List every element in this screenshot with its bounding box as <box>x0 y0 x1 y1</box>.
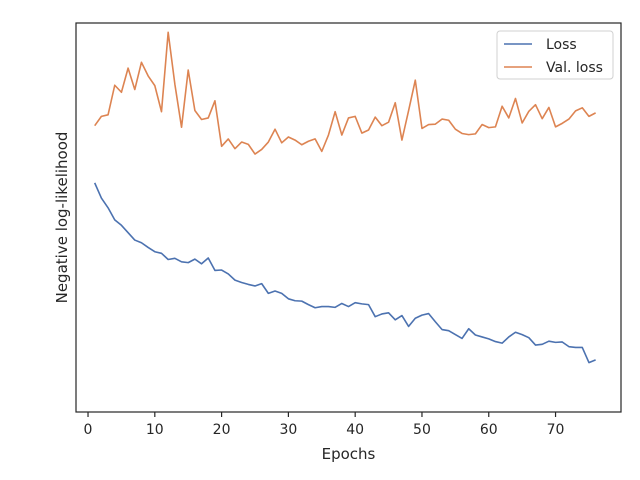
x-tick-label: 0 <box>84 422 93 438</box>
series-line-1 <box>94 31 596 155</box>
x-axis-label: Epochs <box>322 445 376 463</box>
series-line-0 <box>93 182 596 364</box>
legend-label: Loss <box>546 37 577 53</box>
plot-area <box>75 22 622 413</box>
y-axis-label: Negative log-likelihood <box>53 132 71 304</box>
series-layer <box>93 31 596 364</box>
legend: Loss Val. loss <box>496 30 614 80</box>
x-tick-label: 30 <box>279 422 297 438</box>
x-tick-label: 10 <box>146 422 164 438</box>
x-tick-label: 70 <box>547 422 565 438</box>
x-tick-label: 50 <box>413 422 431 438</box>
x-tick-label: 60 <box>480 422 498 438</box>
legend-label: Val. loss <box>546 60 603 76</box>
x-tick-label: 40 <box>346 422 364 438</box>
x-tick-label: 20 <box>213 422 231 438</box>
x-axis-ticks: 0 10 20 30 40 50 60 70 <box>84 412 565 438</box>
